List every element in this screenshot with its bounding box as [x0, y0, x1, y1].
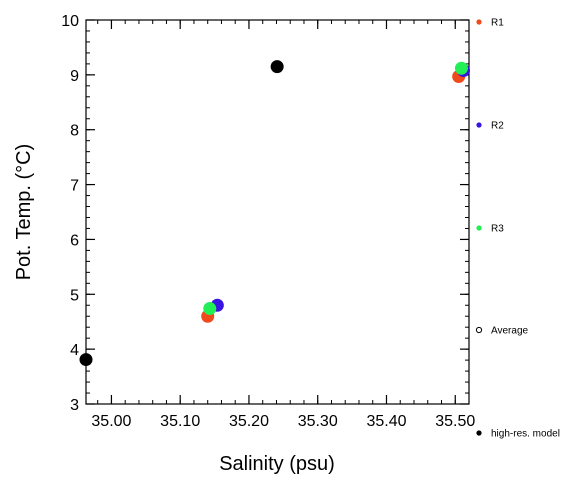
y-tick-label: 4	[70, 342, 79, 359]
x-tick-label: 35.30	[298, 413, 338, 430]
plot-area	[85, 19, 470, 405]
legend-label: Average	[491, 326, 529, 337]
legend-label: R3	[491, 224, 504, 235]
legend-label: R2	[491, 121, 504, 132]
y-tick-label: 9	[70, 68, 79, 85]
y-tick-label: 8	[70, 123, 79, 140]
y-axis-title: Pot. Temp. (°C)	[13, 144, 35, 281]
legend-label: high-res. model	[491, 429, 560, 440]
y-tick-label: 5	[70, 287, 79, 304]
data-point	[270, 60, 284, 74]
axis-ticks: 35.00 35.10 35.20 35.30 35.40 35.50 3 4 5 6 7 8 9 10	[61, 13, 475, 430]
legend-marker	[476, 122, 482, 128]
legend: R1 R2 R3 Average high-res. model	[475, 18, 560, 440]
plot-frame	[85, 19, 470, 405]
data-point	[203, 302, 217, 316]
x-axis-title: Salinity (psu)	[219, 453, 335, 475]
y-tick-label: 10	[61, 13, 79, 30]
x-tick-label: 35.40	[366, 413, 406, 430]
x-tick-label: 35.50	[435, 413, 475, 430]
data-points	[79, 60, 470, 367]
legend-marker	[476, 430, 482, 436]
y-tick-label: 3	[70, 397, 79, 414]
x-tick-label: 35.20	[229, 413, 269, 430]
legend-marker	[476, 19, 482, 25]
data-point	[454, 61, 468, 75]
legend-marker	[476, 225, 482, 231]
y-tick-label: 7	[70, 178, 79, 195]
x-tick-label: 35.00	[91, 413, 131, 430]
legend-marker	[475, 326, 483, 334]
data-point	[79, 353, 93, 367]
y-tick-label: 6	[70, 232, 79, 249]
legend-label: R1	[491, 18, 504, 29]
x-tick-label: 35.10	[160, 413, 200, 430]
